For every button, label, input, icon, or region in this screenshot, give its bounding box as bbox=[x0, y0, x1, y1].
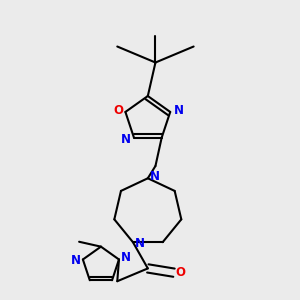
Text: N: N bbox=[121, 133, 131, 146]
Text: N: N bbox=[121, 251, 130, 264]
Text: O: O bbox=[176, 266, 185, 279]
Text: N: N bbox=[71, 254, 81, 267]
Text: N: N bbox=[150, 170, 160, 183]
Text: N: N bbox=[173, 104, 183, 118]
Text: N: N bbox=[135, 237, 145, 250]
Text: O: O bbox=[113, 104, 123, 117]
